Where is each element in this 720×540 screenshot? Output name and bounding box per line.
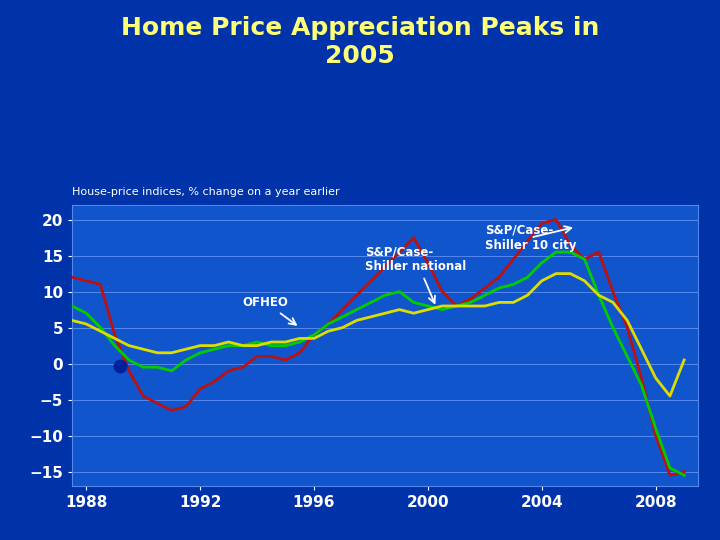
Text: House-price indices, % change on a year earlier: House-price indices, % change on a year … — [72, 187, 340, 197]
Text: OFHEO: OFHEO — [243, 296, 296, 325]
Text: Home Price Appreciation Peaks in
2005: Home Price Appreciation Peaks in 2005 — [121, 16, 599, 68]
Text: S&P/Case-
Shiller national: S&P/Case- Shiller national — [365, 245, 467, 303]
Text: S&P/Case-
Shiller 10 city: S&P/Case- Shiller 10 city — [485, 224, 576, 252]
